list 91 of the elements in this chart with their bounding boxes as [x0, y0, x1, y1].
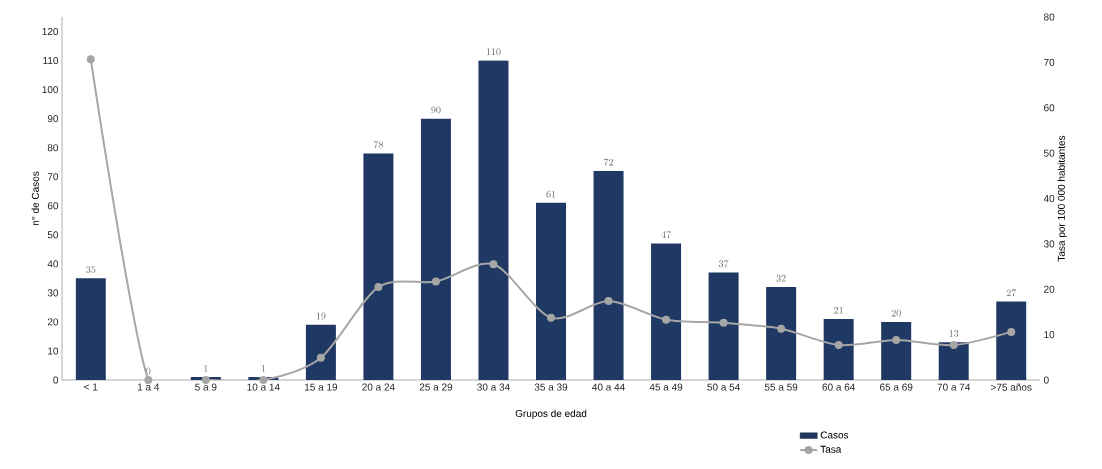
- point: [719, 318, 728, 327]
- data-label: 21: [834, 306, 843, 314]
- data-label: 78: [373, 141, 383, 149]
- x-tick-label: 65 a 69: [880, 383, 913, 391]
- y2-tick-label: 0: [1043, 376, 1049, 384]
- y2-tick-label: 70: [1044, 58, 1055, 66]
- x-tick-label: 60 a 64: [822, 383, 856, 391]
- y-tick-label: 70: [47, 173, 59, 181]
- x-tick-label: 35 a 39: [534, 383, 568, 391]
- y2-tick-label: 80: [1043, 13, 1055, 21]
- y2-tick-label: 10: [1044, 331, 1055, 339]
- bar: [478, 60, 509, 380]
- x-tick-label: 45 a 49: [649, 383, 683, 391]
- data-label: 37: [719, 260, 729, 268]
- x-tick-label: >75 años: [991, 383, 1032, 391]
- data-label: 72: [604, 158, 614, 166]
- y-axis-title: n° de Casos: [31, 171, 39, 226]
- bar: [536, 202, 567, 380]
- bar: [996, 301, 1027, 380]
- point: [144, 376, 153, 384]
- y-tick-label: 0: [53, 376, 59, 384]
- x-tick-label: 40 a 44: [592, 383, 625, 391]
- data-label: 110: [486, 48, 501, 56]
- point: [201, 376, 210, 384]
- data-label: 61: [546, 190, 556, 198]
- data-label: 35: [86, 266, 96, 274]
- point: [86, 55, 95, 64]
- x-tick-label: 55 a 59: [764, 383, 798, 391]
- y2-tick-label: 50: [1043, 149, 1055, 157]
- y-tick-label: 90: [47, 115, 59, 123]
- data-label: 32: [776, 274, 786, 282]
- point: [949, 341, 958, 350]
- legend-label: Casos: [820, 431, 849, 439]
- point: [834, 341, 843, 350]
- bar: [881, 321, 912, 380]
- point: [604, 297, 613, 306]
- bar: [651, 243, 682, 380]
- point: [316, 353, 325, 362]
- x-tick-label: 15 a 19: [304, 383, 338, 391]
- y2-tick-label: 40: [1043, 194, 1055, 203]
- x-tick-label: 30 a 34: [477, 383, 510, 391]
- y2-tick-label: 20: [1044, 285, 1055, 293]
- data-label: 90: [431, 106, 441, 114]
- point: [259, 376, 268, 384]
- point: [1007, 327, 1016, 336]
- bar: [420, 118, 451, 380]
- y-tick-label: 40: [47, 260, 59, 268]
- data-label: 27: [1006, 289, 1017, 297]
- x-tick-label: 5 a 9: [195, 383, 217, 391]
- y-tick-label: 110: [43, 57, 59, 65]
- data-label: 1: [261, 364, 266, 372]
- y2-tick-label: 60: [1044, 104, 1055, 112]
- data-label: 13: [949, 330, 959, 337]
- y-tick-label: 50: [47, 231, 59, 239]
- y-tick-label: 10: [48, 347, 59, 355]
- point: [489, 260, 498, 269]
- point: [547, 313, 556, 322]
- x-tick-label: < 1: [84, 383, 98, 391]
- bar: [766, 287, 797, 380]
- x-tick-label: 50 a 54: [707, 383, 740, 391]
- point: [374, 282, 383, 291]
- data-label: 47: [661, 231, 671, 239]
- bar: [363, 153, 394, 380]
- bar: [938, 342, 969, 380]
- x-axis-title: Grupos de edad: [515, 409, 587, 419]
- y-tick-label: 60: [47, 202, 59, 210]
- x-tick-label: 70 a 74: [937, 383, 971, 391]
- x-tick-label: 1 a 4: [137, 383, 160, 391]
- y-tick-label: 100: [42, 86, 59, 94]
- y2-axis-title: Tasa por 100 000 habitantes: [1057, 135, 1067, 262]
- y-tick-label: 20: [47, 318, 59, 326]
- data-label: 19: [316, 312, 326, 320]
- point: [892, 336, 901, 345]
- point: [777, 324, 786, 333]
- y2-tick-label: 30: [1043, 240, 1055, 248]
- legend-label: Tasa: [820, 445, 842, 453]
- data-label: 20: [891, 309, 901, 317]
- x-tick-label: 25 a 29: [419, 383, 453, 391]
- y-tick-label: 80: [47, 144, 59, 152]
- x-tick-label: 10 a 14: [247, 383, 280, 391]
- data-label: 1: [204, 364, 208, 372]
- bar: [75, 278, 106, 380]
- bar: [305, 324, 336, 380]
- bar: [593, 170, 624, 380]
- point: [662, 315, 671, 324]
- bar: [708, 272, 739, 380]
- bar: [823, 319, 854, 380]
- y-tick-label: 120: [42, 27, 59, 36]
- point: [431, 277, 440, 286]
- y-tick-label: 30: [47, 289, 59, 297]
- x-tick-label: 20 a 24: [362, 383, 395, 391]
